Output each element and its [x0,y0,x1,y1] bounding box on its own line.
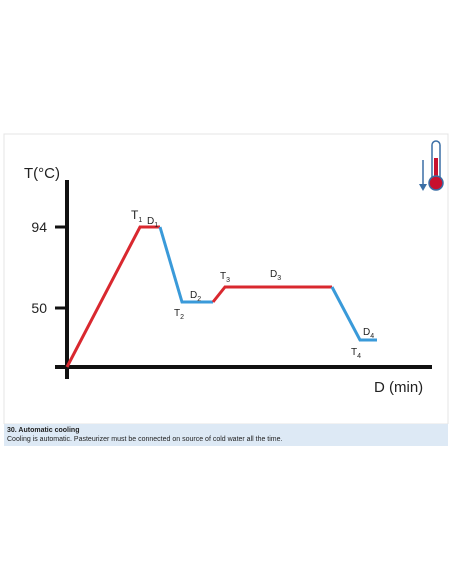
cooling [330,286,377,342]
label-sub: 3 [277,275,281,282]
y-tick-label: 94 [31,219,47,235]
label-main: D [147,216,154,227]
label-sub: 1 [154,222,158,229]
heating [65,225,160,368]
caption-title: 30. Automatic cooling [7,427,80,434]
heating [211,285,332,303]
point-label: D1 [147,216,158,229]
point-label: T1 [131,208,142,224]
figure-frame [3,133,449,424]
thermometer-icon [419,140,444,191]
label-main: T [131,208,139,222]
label-main: T [351,347,357,358]
label-main: T [174,308,180,319]
label-sub: 4 [370,333,374,340]
label-main: D [190,290,197,301]
point-label: D4 [363,327,374,340]
point-label: D3 [270,269,281,282]
point-label: T4 [351,347,361,360]
label-sub: 1 [138,217,142,224]
point-label: D2 [190,290,201,303]
curve [65,225,377,368]
y-tick-label: 50 [31,300,47,316]
point-label: T3 [220,271,230,284]
label-main: T [220,271,226,282]
cooling [158,226,213,304]
caption: 30. Automatic cooling Cooling is automat… [4,424,448,446]
label-sub: 4 [357,353,361,360]
label-main: D [363,327,370,338]
label-sub: 3 [226,277,230,284]
y-axis-label: T(°C) [24,165,60,182]
x-axis-label: D (min) [374,379,423,396]
label-main: D [270,269,277,280]
label-sub: 2 [180,314,184,321]
label-sub: 2 [197,296,201,303]
caption-text: Cooling is automatic. Pasteurizer must b… [7,436,283,443]
point-label: T2 [174,308,184,321]
